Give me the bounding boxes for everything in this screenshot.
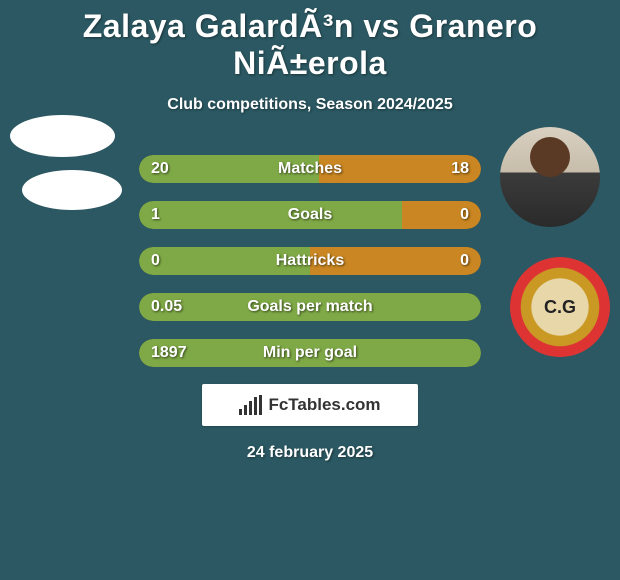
subtitle: Club competitions, Season 2024/2025 [0, 96, 620, 114]
stat-row: 1 Goals 0 [0, 200, 620, 230]
stat-row: 20 Matches 18 [0, 154, 620, 184]
stat-bar-track: 0 Hattricks 0 [139, 247, 481, 275]
stat-bar-left [139, 155, 319, 183]
stat-bar-left [139, 201, 402, 229]
stat-row: 1897 Min per goal [0, 338, 620, 368]
stat-bar-track: 1897 Min per goal [139, 339, 481, 367]
stat-bar-left [139, 293, 481, 321]
stat-bar-right [310, 247, 481, 275]
stat-bar-right [319, 155, 481, 183]
stat-bar-left [139, 339, 481, 367]
stat-row: 0 Hattricks 0 [0, 246, 620, 276]
player-left-avatar [10, 115, 115, 157]
stat-bar-track: 1 Goals 0 [139, 201, 481, 229]
comparison-card: Zalaya GalardÃ³n vs Granero NiÃ±erola Cl… [0, 0, 620, 462]
logo-text: FcTables.com [268, 395, 380, 415]
stat-bar-track: 0.05 Goals per match [139, 293, 481, 321]
stat-bar-track: 20 Matches 18 [139, 155, 481, 183]
fctables-logo[interactable]: FcTables.com [202, 384, 418, 426]
page-title: Zalaya GalardÃ³n vs Granero NiÃ±erola [0, 8, 620, 82]
stats-rows: 20 Matches 18 1 Goals 0 0 Hattricks 0 [0, 154, 620, 368]
stat-row: 0.05 Goals per match [0, 292, 620, 322]
snapshot-date: 24 february 2025 [0, 444, 620, 462]
stat-bar-right [402, 201, 481, 229]
stat-bar-left [139, 247, 310, 275]
logo-bars-icon [239, 395, 262, 415]
